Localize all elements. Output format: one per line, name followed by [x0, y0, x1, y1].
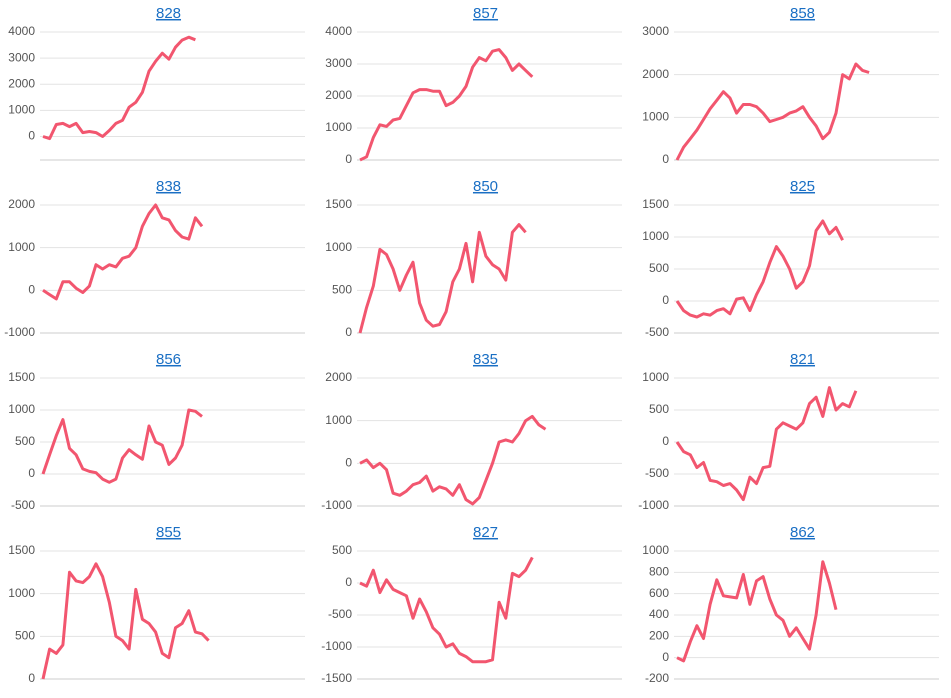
y-tick-label: 1000 — [8, 586, 35, 600]
y-tick-label: 2000 — [8, 197, 35, 211]
y-tick-label: -1000 — [4, 325, 35, 339]
data-line — [675, 219, 844, 319]
y-tick-label: 500 — [649, 261, 669, 275]
y-tick-label: 400 — [649, 607, 669, 621]
y-tick-label: 200 — [649, 629, 669, 643]
y-tick-label: 0 — [28, 671, 35, 685]
y-tick-label: 1000 — [8, 240, 35, 254]
data-line — [675, 386, 858, 502]
y-tick-label: 2000 — [325, 370, 352, 384]
y-tick-label: -1000 — [638, 498, 669, 512]
y-tick-label: -500 — [645, 325, 669, 339]
chart-title[interactable]: 857 — [473, 5, 498, 22]
y-tick-label: 2000 — [8, 76, 35, 90]
y-tick-label: 500 — [332, 283, 352, 297]
y-tick-label: 500 — [15, 629, 35, 643]
y-tick-label: -1000 — [321, 639, 352, 653]
y-tick-label: 500 — [15, 434, 35, 448]
chart-title[interactable]: 862 — [790, 524, 815, 541]
y-tick-label: -1500 — [321, 671, 352, 685]
y-tick-label: 0 — [345, 575, 352, 589]
y-tick-label: 0 — [345, 325, 352, 339]
y-tick-label: -1000 — [321, 498, 352, 512]
data-line — [358, 223, 527, 334]
y-tick-label: 0 — [662, 152, 669, 166]
y-tick-label: 1500 — [325, 197, 352, 211]
y-tick-label: -200 — [645, 671, 669, 685]
y-tick-label: 3000 — [8, 50, 35, 64]
y-tick-label: 1000 — [325, 413, 352, 427]
y-tick-label: -500 — [11, 498, 35, 512]
data-line — [41, 562, 210, 680]
y-tick-label: 0 — [28, 283, 35, 297]
data-line — [675, 62, 870, 161]
data-line — [42, 35, 196, 141]
y-tick-label: -500 — [328, 607, 352, 621]
data-line — [359, 414, 547, 506]
y-tick-label: 1000 — [325, 120, 352, 134]
y-tick-label: 0 — [28, 129, 35, 143]
y-tick-label: 1500 — [642, 197, 669, 211]
data-line — [359, 48, 534, 162]
chart-title[interactable]: 828 — [156, 5, 181, 22]
y-tick-label: 4000 — [325, 24, 352, 38]
data-line — [676, 560, 838, 663]
chart-title[interactable]: 821 — [790, 351, 815, 368]
y-tick-label: 1000 — [325, 240, 352, 254]
y-tick-label: 0 — [662, 434, 669, 448]
y-tick-label: 0 — [345, 456, 352, 470]
y-tick-label: 0 — [662, 650, 669, 664]
y-tick-label: 800 — [649, 565, 669, 579]
y-tick-label: 1000 — [642, 229, 669, 243]
y-tick-label: 4000 — [8, 24, 35, 38]
y-tick-label: 1000 — [642, 543, 669, 557]
chart-title[interactable]: 850 — [473, 178, 498, 195]
y-tick-label: 0 — [28, 466, 35, 480]
y-tick-label: 3000 — [325, 56, 352, 70]
chart-title[interactable]: 838 — [156, 178, 181, 195]
y-tick-label: 600 — [649, 586, 669, 600]
y-tick-label: -500 — [645, 466, 669, 480]
chart-title[interactable]: 825 — [790, 178, 815, 195]
chart-title[interactable]: 827 — [473, 524, 498, 541]
chart-title[interactable]: 835 — [473, 351, 498, 368]
data-line — [42, 203, 204, 301]
data-line — [359, 556, 534, 664]
y-tick-label: 1500 — [8, 543, 35, 557]
chart-title[interactable]: 856 — [156, 351, 181, 368]
y-tick-label: 1000 — [642, 110, 669, 124]
y-tick-label: 2000 — [325, 88, 352, 102]
y-tick-label: 1000 — [642, 370, 669, 384]
y-tick-label: 1000 — [8, 103, 35, 117]
y-tick-label: 500 — [649, 402, 669, 416]
y-tick-label: 3000 — [642, 24, 669, 38]
y-tick-label: 1500 — [8, 370, 35, 384]
data-line — [41, 408, 203, 484]
y-tick-label: 0 — [345, 152, 352, 166]
y-tick-label: 1000 — [8, 402, 35, 416]
y-tick-label: 500 — [332, 543, 352, 557]
chart-title[interactable]: 858 — [790, 5, 815, 22]
y-tick-label: 2000 — [642, 67, 669, 81]
y-tick-label: 0 — [662, 293, 669, 307]
chart-title[interactable]: 855 — [156, 524, 181, 541]
